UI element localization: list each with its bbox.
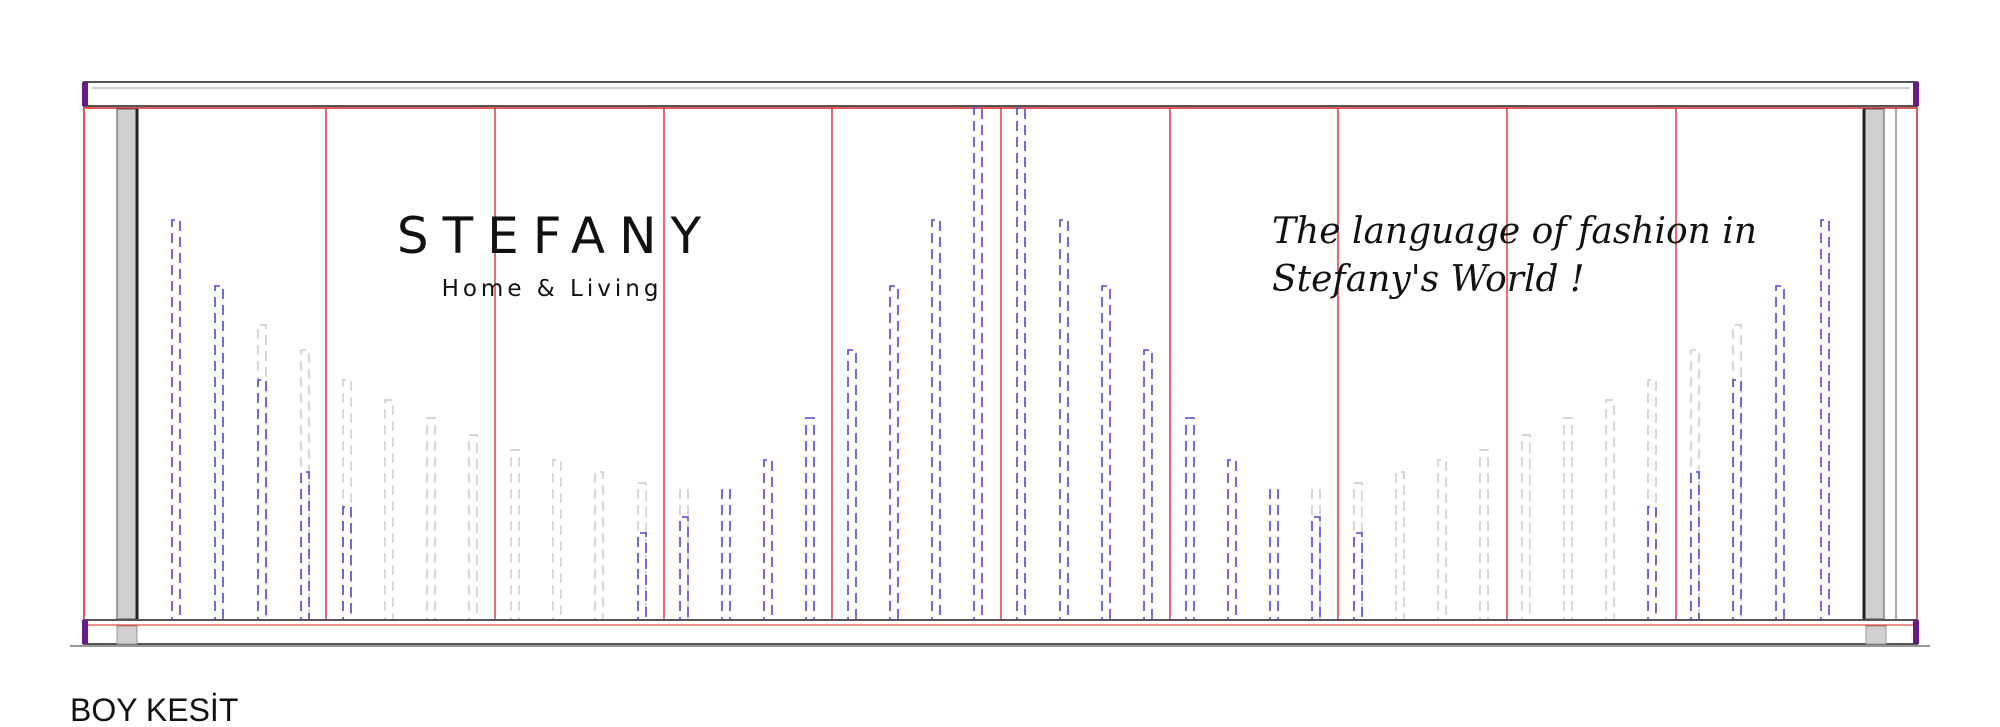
pendant-rod: [1016, 107, 1026, 643]
pendant-rod: [1227, 459, 1237, 643]
pendant-rod: [1311, 516, 1321, 643]
bottom-beam: [83, 619, 1918, 645]
pendant-rod: [384, 399, 394, 643]
right-column-foot: [1865, 625, 1887, 645]
pendant-rod: [342, 379, 352, 643]
pendant-rod: [973, 107, 983, 643]
pendant-rod: [468, 434, 478, 643]
pendant-rod: [257, 324, 267, 643]
pendant-rod: [847, 349, 857, 643]
slogan-line-1: The language of fashion in: [1272, 211, 1757, 252]
pendant-rod: [1521, 434, 1531, 643]
corner-cap-bottom-left: [82, 620, 88, 644]
pendant-rod: [1143, 349, 1153, 643]
pendant-rod: [1059, 219, 1069, 643]
pendant-rod: [1647, 506, 1657, 643]
pendant-rod: [679, 516, 689, 643]
pendant-rod: [171, 219, 181, 643]
pendant-rod: [1395, 471, 1405, 643]
pendant-rod: [552, 459, 562, 643]
pendant-rod: [889, 285, 899, 643]
pendant-rod: [426, 417, 436, 643]
pendant-rod: [300, 349, 310, 643]
pendant-rod: [1479, 449, 1489, 643]
corner-cap-bottom-right: [1913, 620, 1919, 644]
pendant-rod: [1647, 379, 1657, 643]
pendant-rod: [1732, 379, 1742, 643]
pendant-rod: [1605, 399, 1615, 643]
pendant-rod: [257, 379, 267, 643]
pendant-rod: [931, 219, 941, 643]
pendant-rod: [1101, 285, 1111, 643]
left-column-foot: [116, 625, 138, 645]
left-column: [116, 108, 138, 620]
slogan-line-2: Stefany's World !: [1272, 259, 1584, 300]
drawing-caption: BOY KESİT: [70, 692, 238, 727]
pendant-rod: [1820, 219, 1830, 643]
pendant-rod: [594, 471, 604, 643]
pendant-rod: [637, 532, 647, 643]
pendant-rod: [214, 285, 224, 643]
brand-tagline: Home & Living: [442, 276, 663, 302]
pendant-rod: [342, 506, 352, 643]
pendant-rod: [1437, 459, 1447, 643]
pendant-rod: [805, 417, 815, 643]
top-beam: [83, 81, 1918, 107]
pendant-rod: [300, 471, 310, 643]
pendant-rod: [1690, 349, 1700, 643]
pendant-rod: [1732, 324, 1742, 643]
pendant-rod: [763, 459, 773, 643]
pendant-rod: [1185, 417, 1195, 643]
pendant-rod: [1775, 285, 1785, 643]
corner-cap-top-left: [82, 82, 88, 106]
right-column: [1863, 108, 1885, 620]
pendant-rod: [1690, 471, 1700, 643]
pendant-rods: [171, 107, 1830, 643]
pendant-rod: [1563, 417, 1573, 643]
pendant-rod: [510, 449, 520, 643]
panel-dividers: [325, 108, 1677, 620]
pendant-rod: [1353, 532, 1363, 643]
brand-name: STEFANY: [397, 207, 715, 265]
corner-cap-top-right: [1913, 82, 1919, 106]
